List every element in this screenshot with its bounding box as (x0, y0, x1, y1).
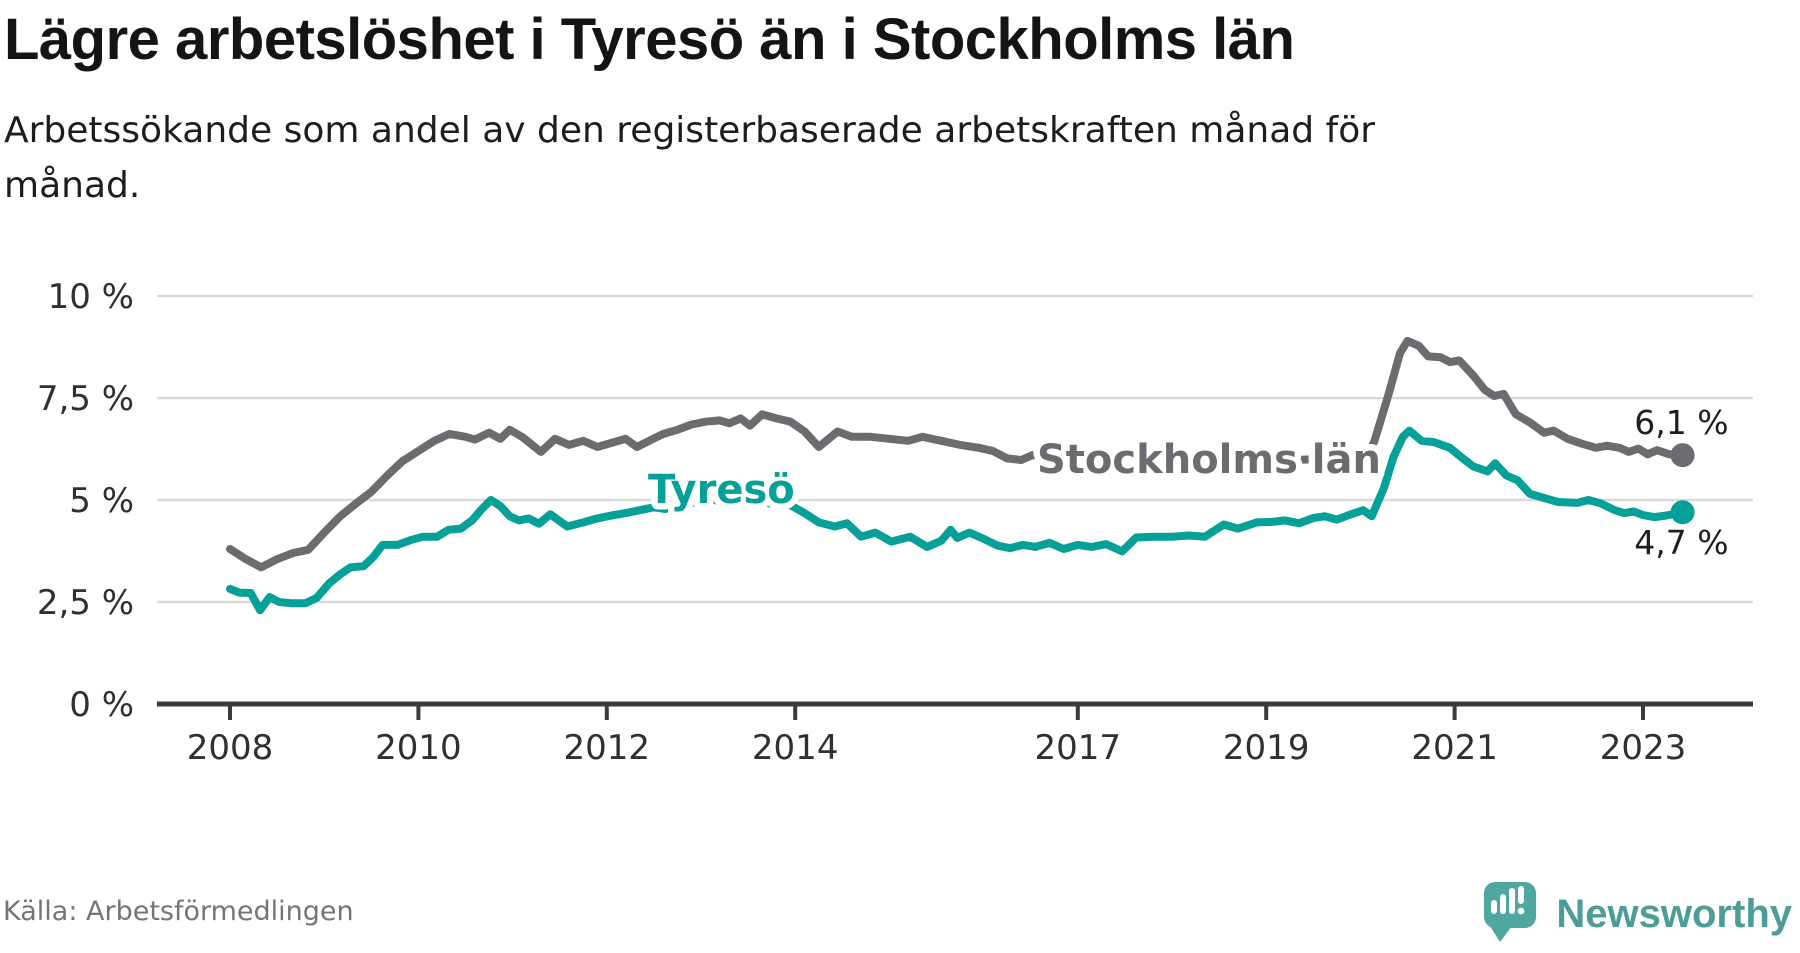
gridlines: 0 % 2,5 % 5 % 7,5 % 10 % (37, 277, 1753, 725)
y-tick-label: 5 % (69, 481, 134, 521)
newsworthy-brand: Newsworthy (1482, 880, 1792, 948)
x-tick-label: 2012 (564, 728, 651, 768)
x-tick-label: 2019 (1223, 728, 1310, 768)
series-label-stockholms-lan: Stockholms län (1037, 437, 1381, 483)
newsworthy-logo-icon (1484, 882, 1537, 942)
y-tick-label: 2,5 % (37, 583, 134, 623)
series-label-tyreso: Tyresö (648, 467, 795, 513)
chart-subtitle: Arbetssökande som andel av den registerb… (4, 104, 1375, 213)
x-tick-label: 2023 (1600, 728, 1687, 768)
x-tick-label: 2017 (1035, 728, 1122, 768)
series-end-value-stockholms-lan: 6,1 % (1634, 403, 1728, 442)
series-line-stockholms-lan (226, 336, 1687, 572)
x-tick-label: 2008 (187, 728, 274, 768)
series-end-dot-tyreso (1670, 500, 1695, 525)
series-end-dot-stockholms-lan (1670, 443, 1695, 468)
x-tick-label: 2014 (752, 728, 839, 768)
series-end-value-tyreso: 4,7 % (1634, 523, 1728, 562)
x-tick-label: 2021 (1411, 728, 1498, 768)
series-line-tyreso (226, 426, 1687, 615)
chart-subtitle-line1: Arbetssökande som andel av den registerb… (4, 110, 1376, 151)
source-note: Källa: Arbetsförmedlingen (3, 896, 354, 927)
x-axis: 2008 2010 2012 2014 2017 2019 2021 2023 (157, 701, 1753, 768)
chart-labels: 6,1 % Stockholms län 4,7 % Tyresö (642, 403, 1729, 562)
newsworthy-wordmark: Newsworthy (1556, 891, 1792, 936)
x-tick-label: 2010 (375, 728, 462, 768)
y-tick-label: 7,5 % (37, 379, 134, 419)
page-title: Lägre arbetslöshet i Tyresö än i Stockho… (4, 7, 1295, 72)
series-lines (226, 336, 1687, 615)
y-tick-label: 10 % (48, 277, 134, 317)
chart-subtitle-line2: månad. (4, 164, 141, 206)
y-tick-label: 0 % (69, 685, 134, 725)
